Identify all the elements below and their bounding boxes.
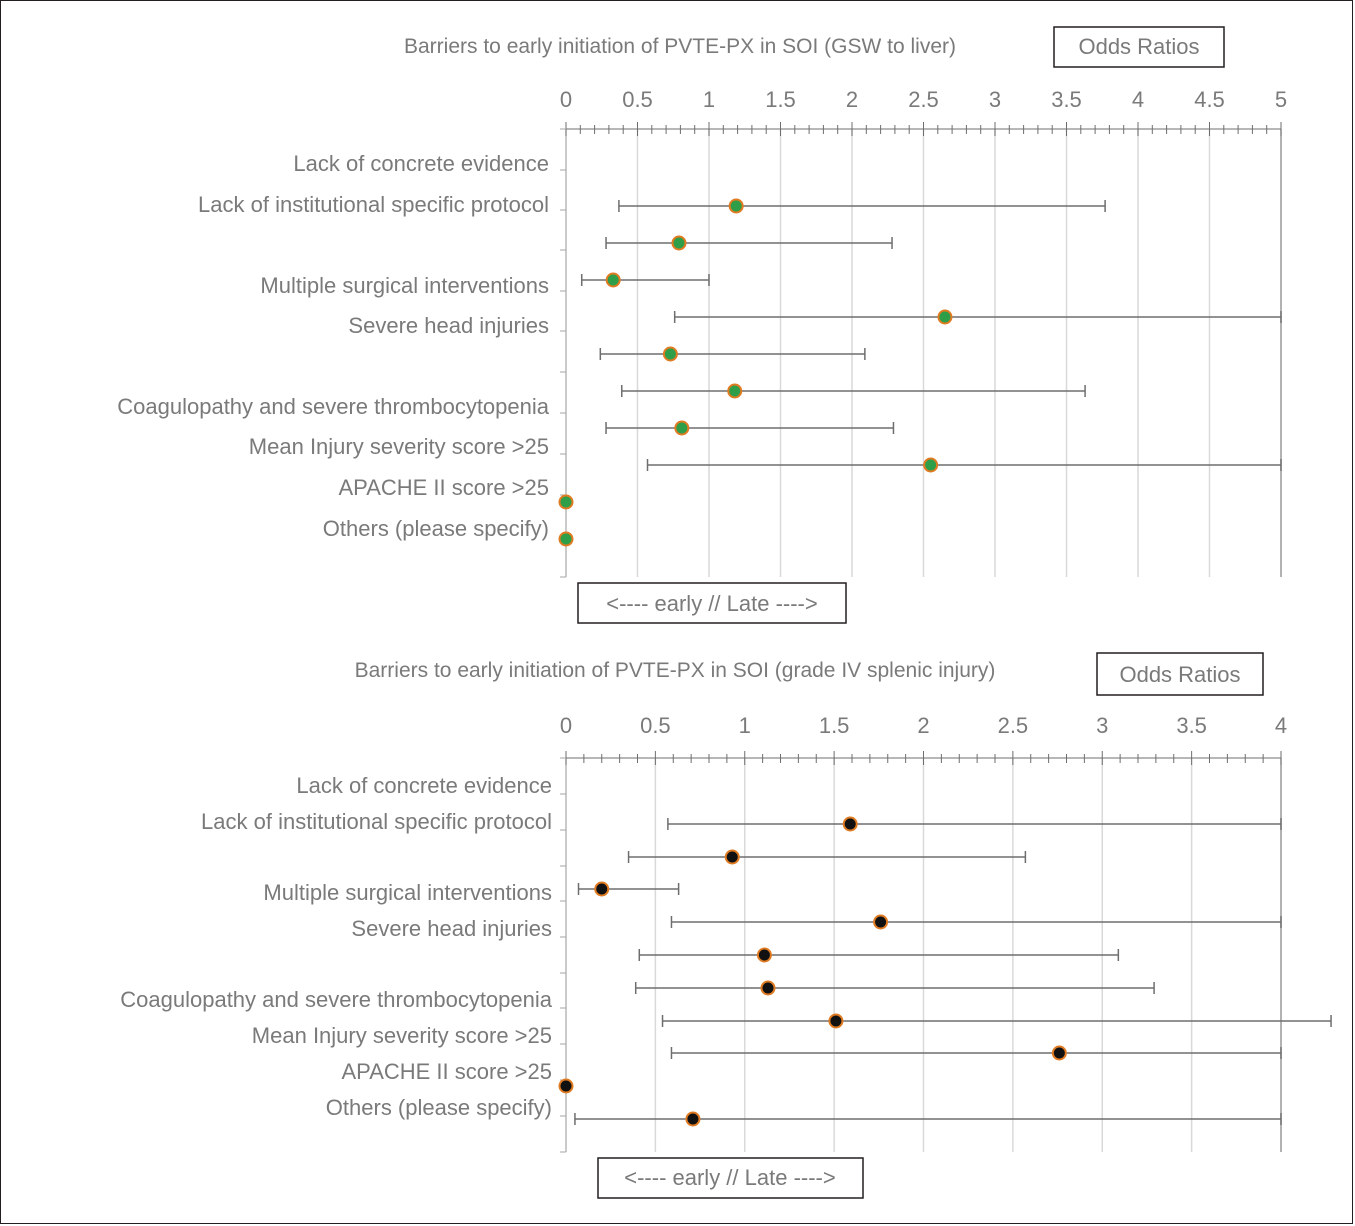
odds-ratio-box <box>1096 652 1264 696</box>
odds-ratio-point <box>760 980 776 996</box>
chart-title: Barriers to early initiation of PVTE-PX … <box>355 659 996 682</box>
category-label: Mean Injury severity score >25 <box>249 434 549 459</box>
estimates <box>558 198 1282 547</box>
odds-ratio-point <box>662 346 678 362</box>
odds-ratio-box <box>1053 26 1225 68</box>
x-tick-label: 1 <box>739 713 751 738</box>
x-tick-label: 4 <box>1132 87 1144 112</box>
gridlines <box>636 129 1282 577</box>
category-label: Others (please specify) <box>323 516 549 541</box>
odds-ratio-point <box>558 1078 574 1094</box>
odds-ratio-point <box>828 1013 844 1029</box>
category-label: Severe head injuries <box>351 916 552 941</box>
odds-ratio-point <box>674 420 690 436</box>
x-tick-label: 2 <box>917 713 929 738</box>
odds-ratio-point <box>558 531 574 547</box>
category-label: Lack of concrete evidence <box>296 773 552 798</box>
odds-ratio-point <box>873 914 889 930</box>
direction-label: <---- early // Late ----> <box>624 1165 835 1190</box>
odds-ratio-point <box>685 1111 701 1127</box>
x-tick-label: 1.5 <box>819 713 850 738</box>
odds-ratio-point <box>937 309 953 325</box>
odds-ratio-point <box>842 816 858 832</box>
odds-ratio-point <box>923 457 939 473</box>
x-tick-label: 2.5 <box>908 87 939 112</box>
x-axis: 0 0.5 1 1.5 2 2.5 3 3.5 4 4.5 5 <box>560 87 1287 578</box>
odds-ratio-point <box>558 494 574 510</box>
category-label: Multiple surgical interventions <box>260 273 549 298</box>
category-label: Lack of institutional specific protocol <box>201 809 552 834</box>
x-tick-label: 5 <box>1275 87 1287 112</box>
x-tick-label: 3.5 <box>1051 87 1082 112</box>
chart-title: Barriers to early initiation of PVTE-PX … <box>404 35 956 58</box>
category-label: Multiple surgical interventions <box>263 880 552 905</box>
x-tick-label: 3.5 <box>1176 713 1207 738</box>
category-label: APACHE II score >25 <box>341 1059 552 1084</box>
category-label: Severe head injuries <box>348 313 549 338</box>
x-tick-label: 0 <box>560 713 572 738</box>
x-tick-label: 0 <box>560 87 572 112</box>
x-tick-label: 2.5 <box>998 713 1029 738</box>
category-label: Mean Injury severity score >25 <box>252 1023 552 1048</box>
odds-ratio-point <box>724 849 740 865</box>
odds-ratio-point <box>756 947 772 963</box>
category-label: Lack of institutional specific protocol <box>198 192 549 217</box>
x-tick-label: 1 <box>703 87 715 112</box>
category-label: Coagulopathy and severe thrombocytopenia <box>117 394 549 419</box>
odds-ratio-point <box>671 235 687 251</box>
direction-box <box>577 582 847 624</box>
odds-ratio-point <box>1051 1045 1067 1061</box>
direction-label: <---- early // Late ----> <box>606 591 817 616</box>
x-tick-label: 3 <box>989 87 1001 112</box>
panel-splenic-injury: Barriers to early initiation of PVTE-PX … <box>120 652 1332 1199</box>
odds-ratio-label: Odds Ratios <box>1078 34 1199 59</box>
category-labels: Lack of concrete evidence Lack of institu… <box>117 151 549 541</box>
x-tick-label: 0.5 <box>640 713 671 738</box>
category-label: Lack of concrete evidence <box>293 151 549 176</box>
category-label: APACHE II score >25 <box>338 475 549 500</box>
x-tick-label: 4 <box>1275 713 1287 738</box>
odds-ratio-point <box>727 383 743 399</box>
x-tick-label: 0.5 <box>622 87 653 112</box>
x-tick-label: 2 <box>846 87 858 112</box>
category-label: Coagulopathy and severe thrombocytopenia <box>120 987 552 1012</box>
odds-ratio-label: Odds Ratios <box>1119 662 1240 687</box>
odds-ratio-point <box>605 272 621 288</box>
panel-gsw-liver: Barriers to early initiation of PVTE-PX … <box>117 26 1287 624</box>
estimates <box>558 816 1332 1127</box>
x-tick-label: 1.5 <box>765 87 796 112</box>
category-label: Others (please specify) <box>326 1095 552 1120</box>
x-tick-label: 4.5 <box>1194 87 1225 112</box>
category-labels: Lack of concrete evidence Lack of institu… <box>120 773 552 1120</box>
odds-ratio-point <box>594 881 610 897</box>
direction-box <box>597 1157 864 1199</box>
odds-ratio-point <box>728 198 744 214</box>
x-tick-label: 3 <box>1096 713 1108 738</box>
